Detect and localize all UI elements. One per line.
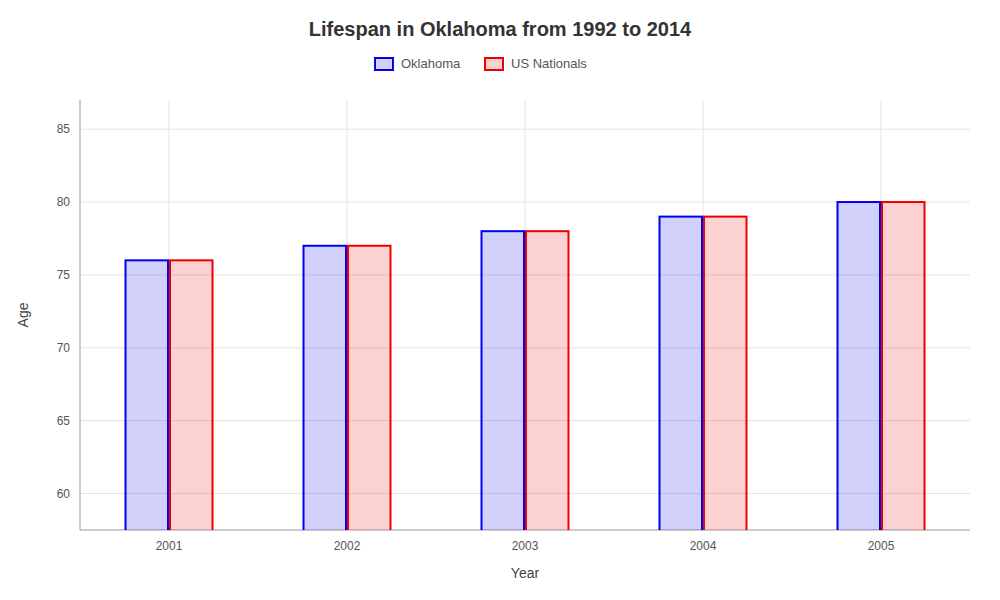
bar [348,246,391,530]
bars [126,202,925,530]
x-tick-label: 2003 [512,539,539,553]
y-axis-line [80,100,81,530]
y-tick-label: 70 [57,341,71,355]
bar [704,217,747,530]
legend-label: US Nationals [511,56,587,71]
title: Lifespan in Oklahoma from 1992 to 2014 [309,18,692,40]
bar [126,260,169,530]
chart-container: 60 65 70 75 80 85 2001 2002 2003 2004 2005 Lifespan… [0,0,1000,600]
x-tick-label: 2005 [868,539,895,553]
bar [170,260,213,530]
bar [526,231,569,530]
x-tick-label: 2004 [690,539,717,553]
bar [882,202,925,530]
y-tick-label: 75 [57,268,71,282]
x-axis-label: Year [511,565,540,581]
chart-svg: 60 65 70 75 80 85 2001 2002 2003 2004 2005 Lifespan… [0,0,1000,600]
legend-swatch [375,58,393,70]
bar [660,217,703,530]
y-tick-label: 80 [57,195,71,209]
y-axis-label: Age [15,302,31,327]
y-tick-label: 85 [57,122,71,136]
x-tick-label: 2001 [156,539,183,553]
legend-label: Oklahoma [401,56,461,71]
y-tick-label: 60 [57,487,71,501]
legend-swatch [485,58,503,70]
bar [304,246,347,530]
legend: Oklahoma US Nationals [375,56,587,71]
x-tick-label: 2002 [334,539,361,553]
bar [482,231,525,530]
y-tick-label: 65 [57,414,71,428]
bar [838,202,881,530]
